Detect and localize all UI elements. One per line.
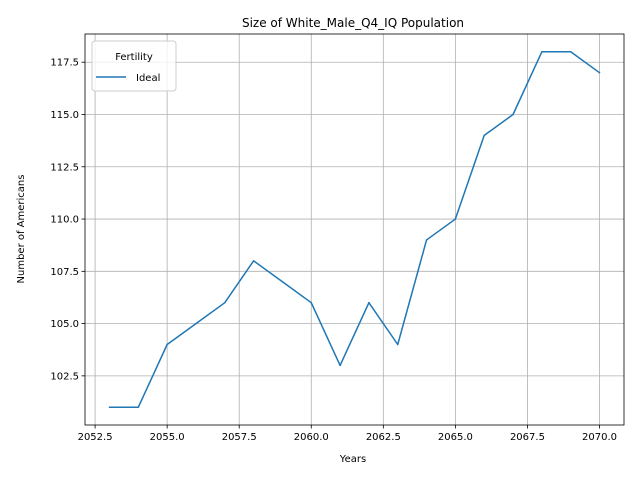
legend-title: Fertility bbox=[115, 52, 153, 63]
y-tick-label: 115.0 bbox=[50, 110, 79, 121]
data-point bbox=[483, 134, 485, 137]
x-tick-label: 2062.5 bbox=[366, 432, 401, 443]
x-tick-label: 2067.5 bbox=[510, 432, 545, 443]
y-axis-label: Number of Americans bbox=[16, 175, 27, 284]
data-point bbox=[454, 218, 457, 220]
x-axis-label: Years bbox=[339, 454, 366, 465]
data-point bbox=[195, 322, 197, 325]
y-tick-label: 105.0 bbox=[50, 319, 79, 330]
x-axis: 2052.5 2055.0 2057.5 2060.0 2062.5 2065.0 2067… bbox=[78, 425, 617, 443]
data-point bbox=[598, 71, 601, 74]
data-point bbox=[569, 51, 572, 53]
legend-label-ideal: Ideal bbox=[136, 73, 160, 84]
data-point bbox=[339, 364, 341, 367]
data-point bbox=[368, 301, 370, 304]
y-tick-label: 107.5 bbox=[50, 267, 79, 278]
plot-frame bbox=[84, 33, 625, 426]
data-point bbox=[252, 260, 255, 262]
chart-title: Size of White_Male_Q4_IQ Population bbox=[242, 16, 464, 30]
data-point bbox=[108, 406, 111, 408]
legend-box bbox=[91, 40, 177, 92]
data-point bbox=[396, 343, 399, 346]
x-tick-label: 2065.0 bbox=[438, 432, 473, 443]
x-tick-label: 2057.5 bbox=[222, 432, 257, 443]
data-point bbox=[281, 281, 284, 283]
legend: Fertility Ideal bbox=[91, 40, 177, 92]
data-point bbox=[310, 301, 313, 304]
y-axis: 102.5 105.0 107.5 110.0 112.5 115.0 117.5 bbox=[50, 58, 85, 382]
y-tick-label: 117.5 bbox=[50, 58, 79, 69]
grid bbox=[85, 34, 624, 425]
x-tick-label: 2060.0 bbox=[294, 432, 329, 443]
data-point bbox=[166, 343, 168, 346]
data-point bbox=[512, 113, 514, 116]
series-layer bbox=[108, 51, 601, 408]
series-line-ideal bbox=[109, 51, 600, 408]
data-point bbox=[224, 301, 226, 304]
y-tick-label: 112.5 bbox=[50, 162, 79, 173]
x-tick-label: 2052.5 bbox=[78, 432, 113, 443]
data-point bbox=[137, 406, 140, 408]
x-tick-label: 2070.0 bbox=[582, 432, 617, 443]
data-point bbox=[541, 51, 543, 53]
data-point bbox=[425, 239, 428, 241]
y-tick-label: 110.0 bbox=[50, 215, 79, 226]
y-tick-label: 102.5 bbox=[50, 371, 79, 382]
x-tick-label: 2055.0 bbox=[150, 432, 185, 443]
